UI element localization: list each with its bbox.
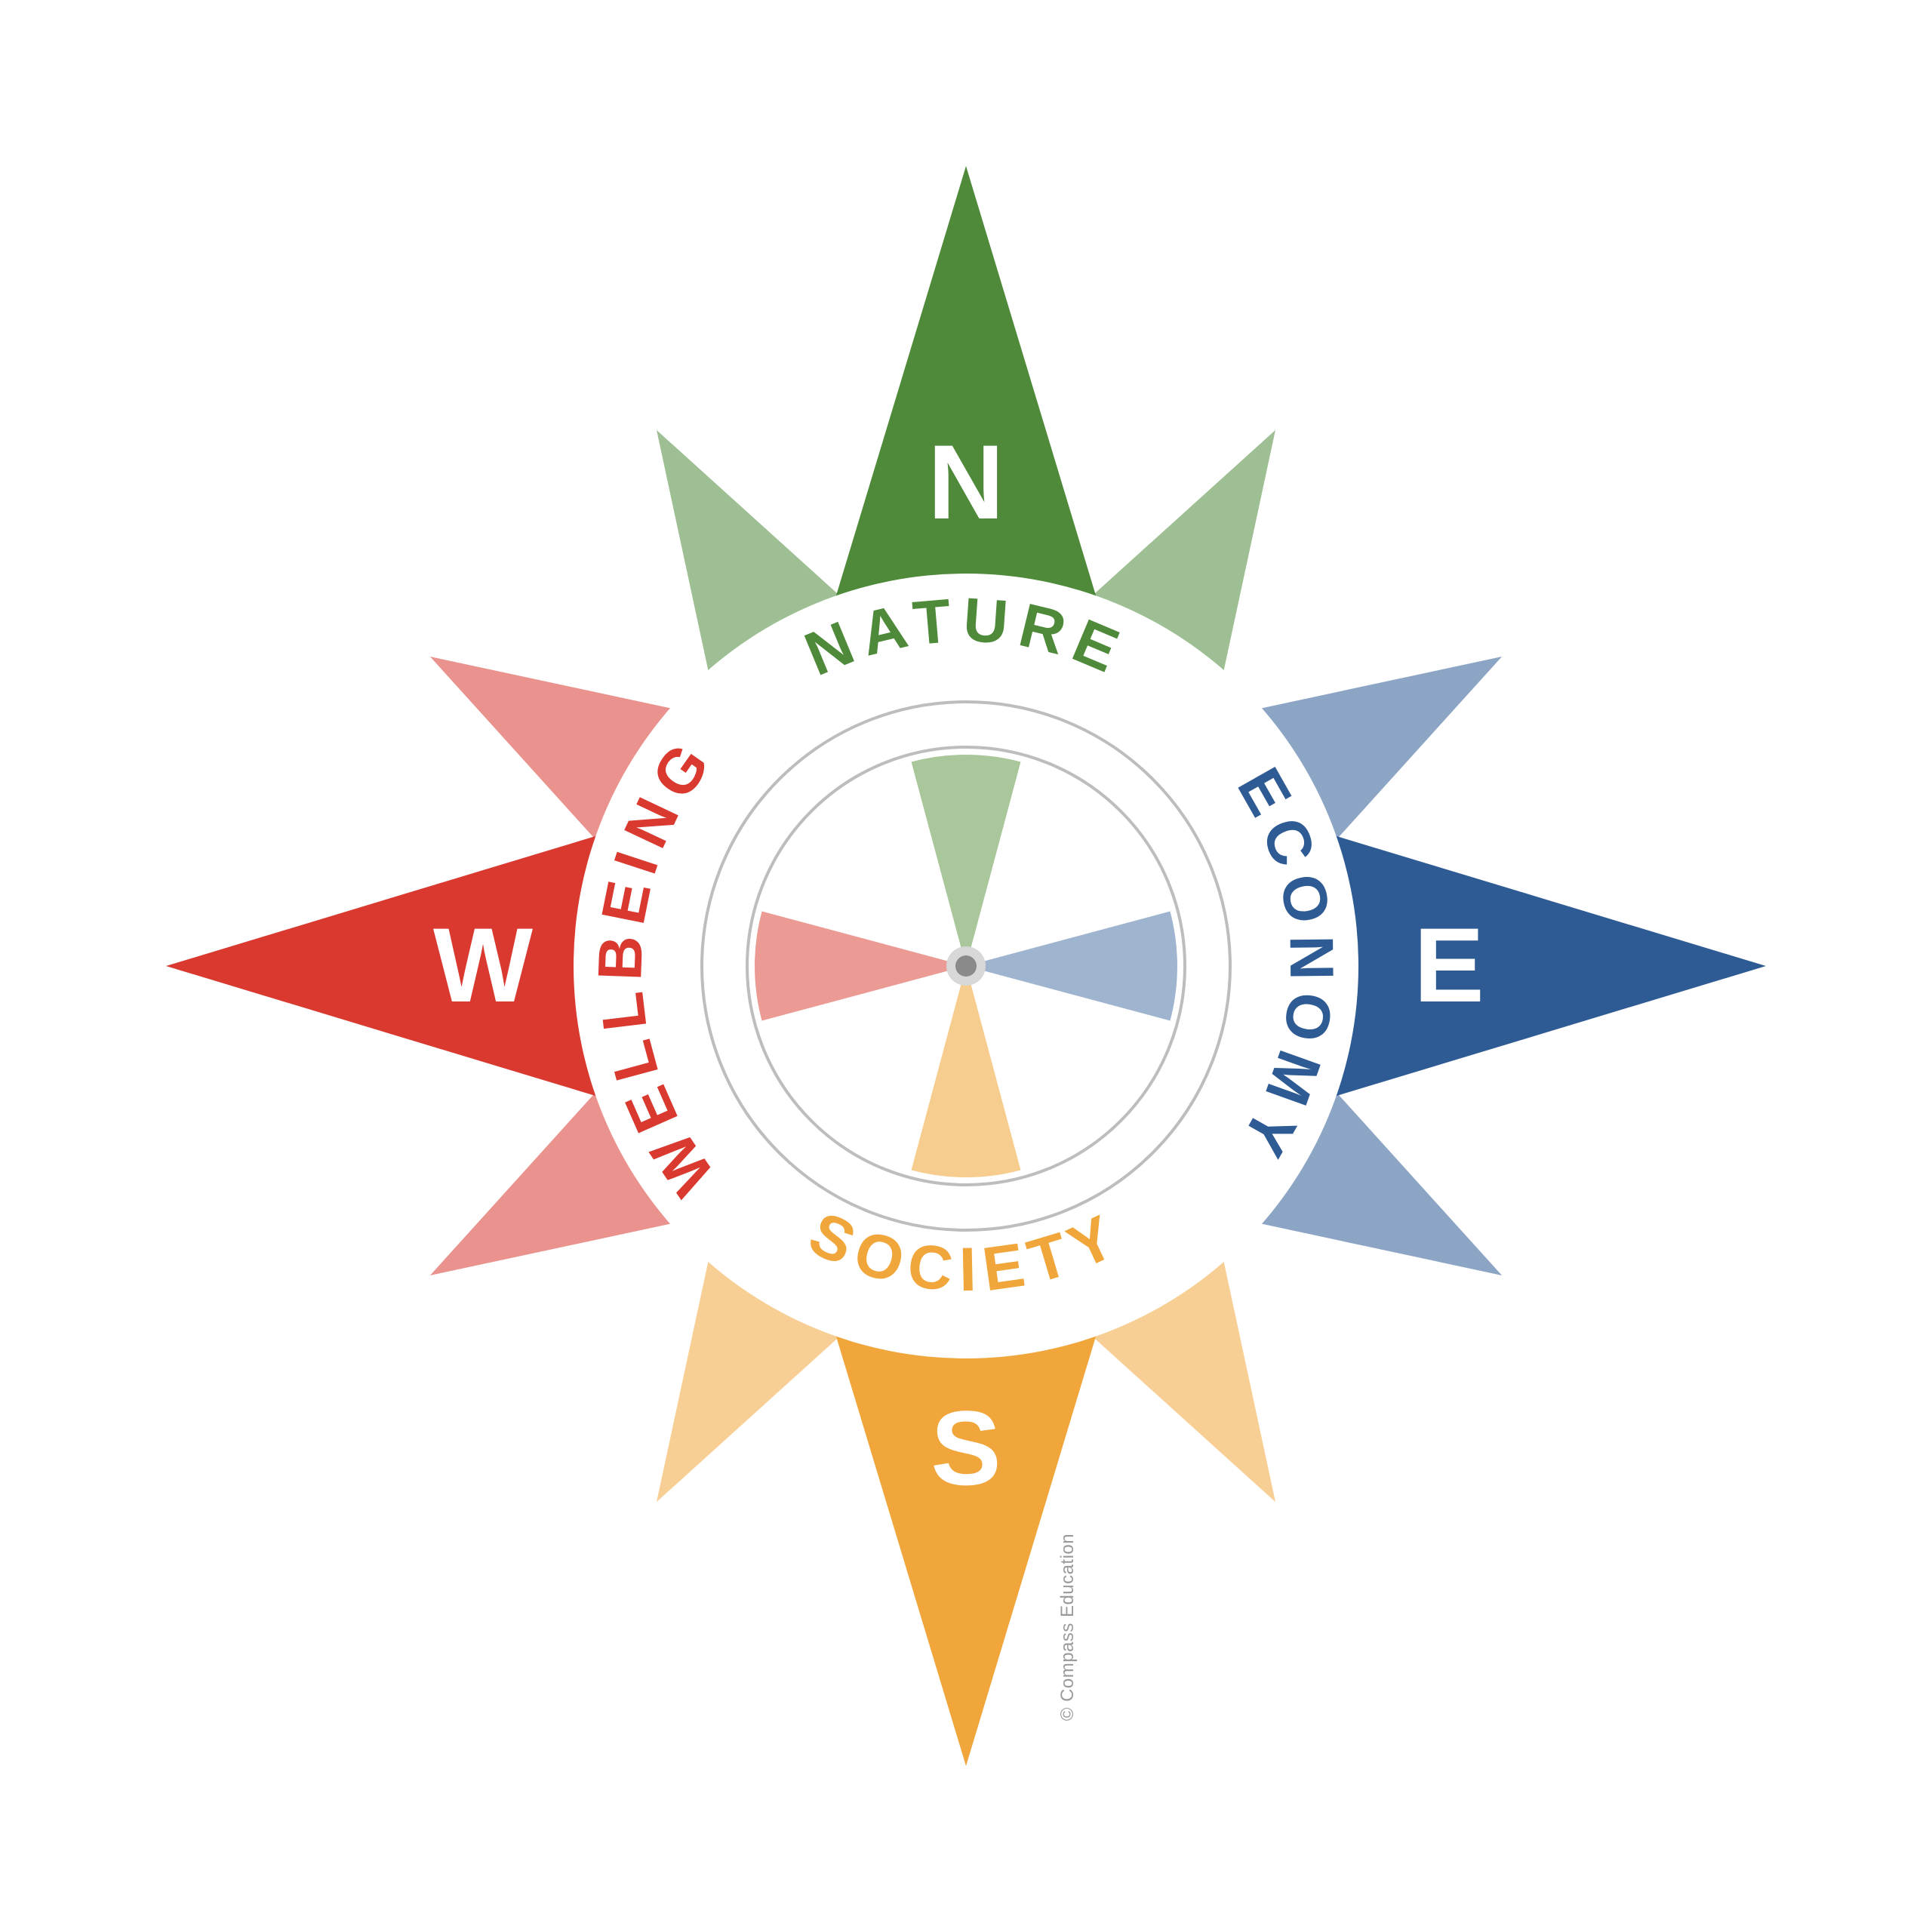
letter-E: E (1414, 906, 1484, 1024)
hub-inner (955, 955, 977, 977)
letter-N: N (928, 423, 1004, 541)
letter-W: W (433, 906, 533, 1024)
letter-S: S (931, 1389, 1001, 1507)
credit-text: © Compass Education (1057, 1534, 1078, 1721)
compass-diagram: NESWNATUREECONOMYSOCIETYWELLBEING© Compa… (0, 0, 1932, 1932)
